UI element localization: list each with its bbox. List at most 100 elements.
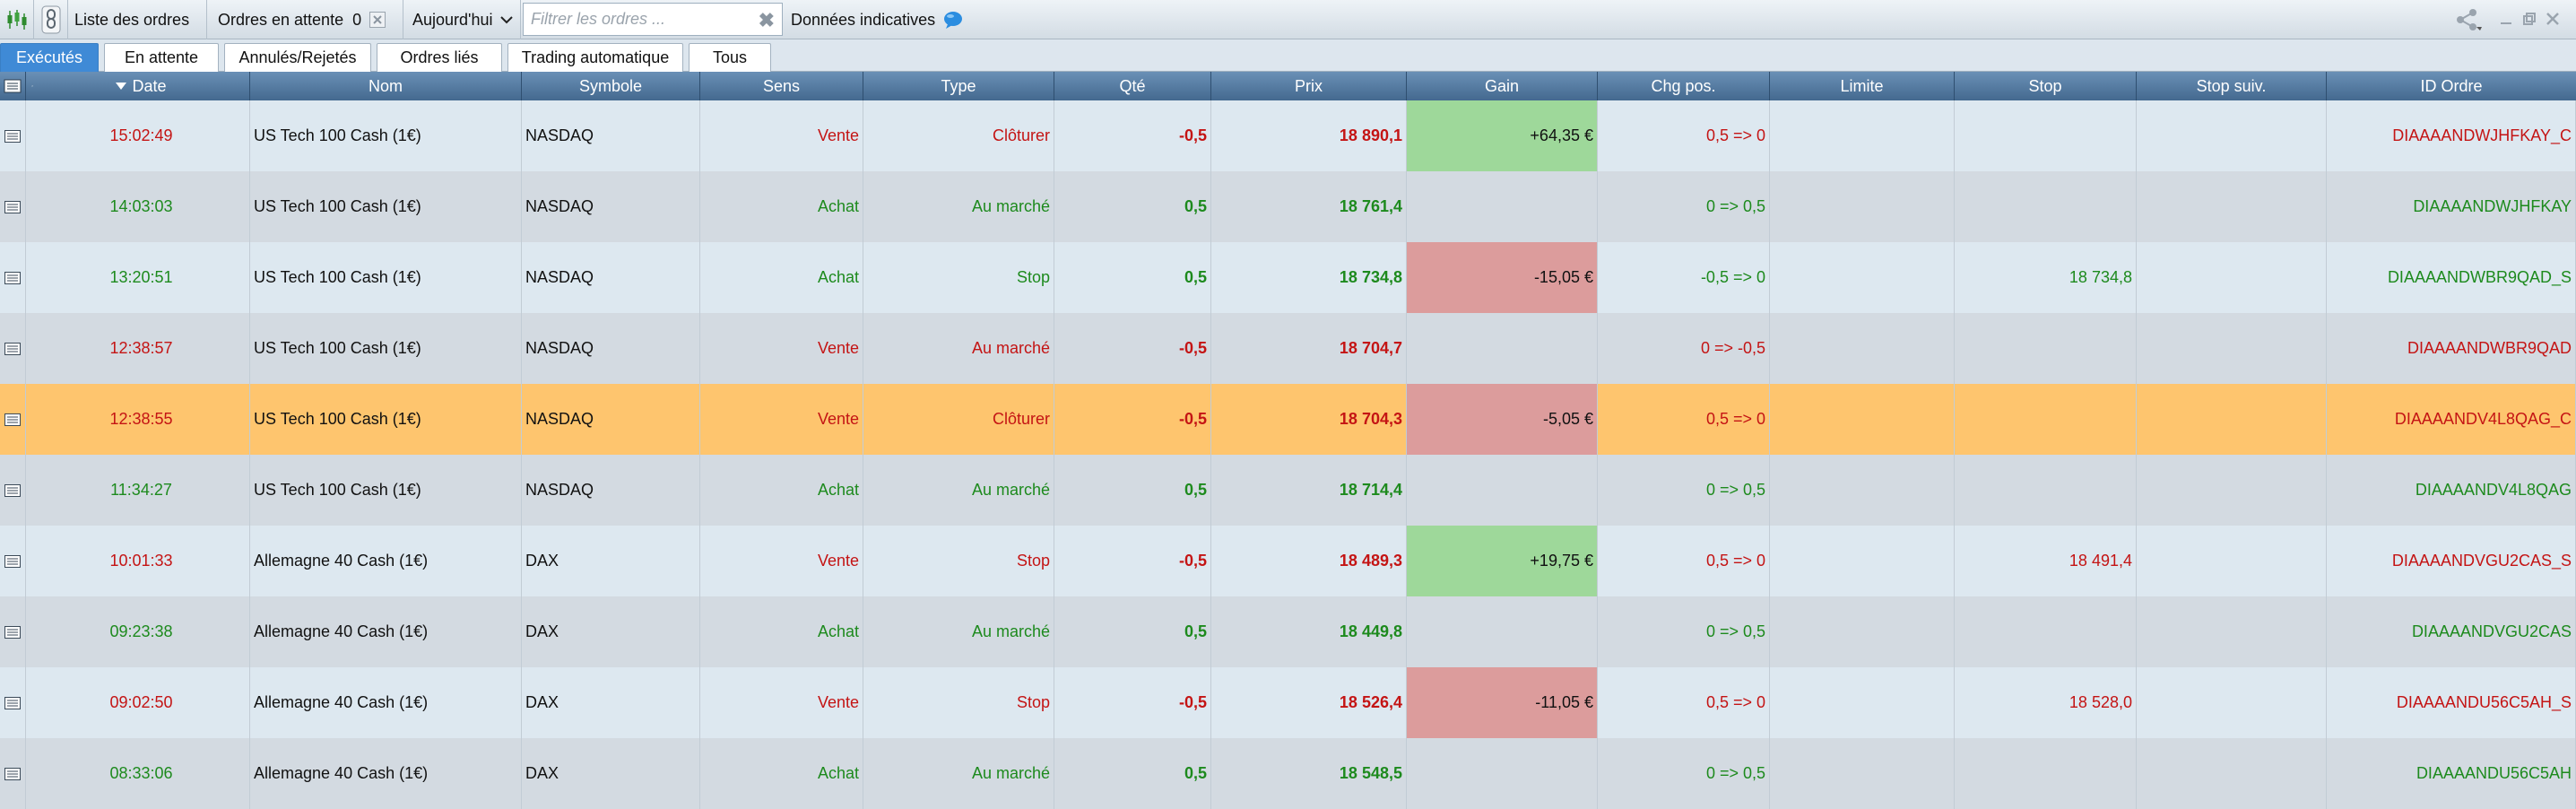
cell-gain <box>1407 738 1598 809</box>
cell-order-id: DIAAAANDV4L8QAG_C <box>2327 384 2576 455</box>
row-detail-icon[interactable] <box>0 455 26 526</box>
minimize-icon[interactable] <box>2498 11 2514 27</box>
cell-limit <box>1770 738 1955 809</box>
cell-gain: -11,05 € <box>1407 667 1598 738</box>
cell-price: 18 734,8 <box>1211 242 1407 313</box>
restore-icon[interactable] <box>2521 11 2537 27</box>
cell-symbol: NASDAQ <box>522 242 700 313</box>
table-row[interactable]: 12:38:57 US Tech 100 Cash (1€) NASDAQ Vente… <box>0 313 2576 384</box>
cell-gain: -15,05 € <box>1407 242 1598 313</box>
cell-time: 09:23:38 <box>33 596 250 667</box>
table-row[interactable]: 12:38:55 US Tech 100 Cash (1€) NASDAQ Vente… <box>0 384 2576 455</box>
col-date[interactable]: Date <box>33 72 250 100</box>
sort-desc-icon <box>116 83 127 90</box>
row-detail-icon[interactable] <box>0 667 26 738</box>
clear-icon[interactable] <box>369 12 386 28</box>
chart-candles-icon[interactable] <box>0 0 34 39</box>
cell-type: Au marché <box>863 596 1054 667</box>
tab-all[interactable]: Tous <box>689 43 771 72</box>
col-order-id[interactable]: ID Ordre <box>2420 76 2483 95</box>
cell-stop: 18 491,4 <box>1955 526 2137 596</box>
table-row[interactable]: 08:33:06 Allemagne 40 Cash (1€) DAX Achat Au… <box>0 738 2576 809</box>
col-type[interactable]: Type <box>863 72 1054 100</box>
row-detail-icon[interactable] <box>0 171 26 242</box>
cell-symbol: NASDAQ <box>522 384 700 455</box>
cell-time: 12:38:55 <box>33 384 250 455</box>
row-spacer <box>26 100 33 171</box>
row-detail-icon[interactable] <box>0 242 26 313</box>
indicative-label: Données indicatives <box>791 10 936 29</box>
row-detail-icon[interactable] <box>0 100 26 171</box>
cell-qty: -0,5 <box>1054 526 1211 596</box>
chevron-down-icon <box>499 16 513 24</box>
cell-gain <box>1407 596 1598 667</box>
cell-side: Achat <box>700 171 863 242</box>
col-stop[interactable]: Stop <box>1955 72 2137 100</box>
col-qty[interactable]: Qté <box>1054 72 1211 100</box>
col-position-change[interactable]: Chg pos. <box>1598 72 1770 100</box>
cell-limit <box>1770 667 1955 738</box>
cell-stop-next <box>2137 384 2327 455</box>
cell-stop-next <box>2137 667 2327 738</box>
cell-stop <box>1955 455 2137 526</box>
row-detail-icon[interactable] <box>0 526 26 596</box>
cell-position-change: 0,5 => 0 <box>1598 100 1770 171</box>
row-spacer <box>26 171 33 242</box>
cell-price: 18 704,7 <box>1211 313 1407 384</box>
col-name[interactable]: Nom <box>250 72 522 100</box>
cell-order-id: DIAAAANDWBR9QAD <box>2327 313 2576 384</box>
wrench-icon[interactable] <box>26 72 33 100</box>
table-row[interactable]: 15:02:49 US Tech 100 Cash (1€) NASDAQ Vente… <box>0 100 2576 171</box>
cell-stop <box>1955 384 2137 455</box>
grid-header: Date Nom Symbole Sens Type Qté Prix Gain… <box>0 72 2576 100</box>
row-detail-icon[interactable] <box>0 738 26 809</box>
tab-automatic-trading[interactable]: Trading automatique <box>507 43 683 72</box>
row-detail-icon[interactable] <box>0 596 26 667</box>
cell-side: Vente <box>700 313 863 384</box>
table-row[interactable]: 09:23:38 Allemagne 40 Cash (1€) DAX Achat Au… <box>0 596 2576 667</box>
table-row[interactable]: 10:01:33 Allemagne 40 Cash (1€) DAX Vente St… <box>0 526 2576 596</box>
col-symbol[interactable]: Symbole <box>522 72 700 100</box>
table-row[interactable]: 13:20:51 US Tech 100 Cash (1€) NASDAQ Achat… <box>0 242 2576 313</box>
row-detail-icon[interactable] <box>0 313 26 384</box>
col-stop-next[interactable]: Stop suiv. <box>2137 72 2327 100</box>
cell-name: Allemagne 40 Cash (1€) <box>250 738 522 809</box>
pending-orders[interactable]: Ordres en attente 0 <box>207 0 403 39</box>
cell-side: Achat <box>700 596 863 667</box>
row-detail-icon[interactable] <box>0 384 26 455</box>
cell-time: 12:38:57 <box>33 313 250 384</box>
cell-limit <box>1770 384 1955 455</box>
tab-executed[interactable]: Exécutés <box>0 43 99 72</box>
cell-name: US Tech 100 Cash (1€) <box>250 455 522 526</box>
col-limit[interactable]: Limite <box>1770 72 1955 100</box>
cell-stop-next <box>2137 596 2327 667</box>
col-side[interactable]: Sens <box>700 72 863 100</box>
cell-stop <box>1955 100 2137 171</box>
close-icon[interactable] <box>2545 11 2561 27</box>
period-select[interactable]: Aujourd'hui <box>403 0 521 39</box>
tab-linked-orders[interactable]: Ordres liés <box>377 43 502 72</box>
cell-side: Vente <box>700 100 863 171</box>
table-row[interactable]: 09:02:50 Allemagne 40 Cash (1€) DAX Vente St… <box>0 667 2576 738</box>
cell-stop-next <box>2137 455 2327 526</box>
tab-cancelled-rejected[interactable]: Annulés/Rejetés <box>224 43 371 72</box>
clear-filter-icon[interactable]: ✖ <box>758 9 775 31</box>
col-date-label: Date <box>132 76 167 95</box>
column-settings-icon[interactable] <box>0 72 26 100</box>
col-price[interactable]: Prix <box>1211 72 1407 100</box>
tab-pending[interactable]: En attente <box>104 43 219 72</box>
link-icon[interactable] <box>34 0 68 39</box>
filter-input[interactable] <box>529 9 748 30</box>
cell-position-change: 0 => 0,5 <box>1598 455 1770 526</box>
cell-symbol: NASDAQ <box>522 313 700 384</box>
share-icon[interactable] <box>2455 7 2482 32</box>
cell-time: 14:03:03 <box>33 171 250 242</box>
info-bubble-icon[interactable] <box>942 10 964 30</box>
table-row[interactable]: 11:34:27 US Tech 100 Cash (1€) NASDAQ Achat… <box>0 455 2576 526</box>
table-row[interactable]: 14:03:03 US Tech 100 Cash (1€) NASDAQ Achat… <box>0 171 2576 242</box>
cell-position-change: 0,5 => 0 <box>1598 667 1770 738</box>
cell-qty: -0,5 <box>1054 313 1211 384</box>
col-gain[interactable]: Gain <box>1407 72 1598 100</box>
cell-limit <box>1770 596 1955 667</box>
cell-price: 18 714,4 <box>1211 455 1407 526</box>
